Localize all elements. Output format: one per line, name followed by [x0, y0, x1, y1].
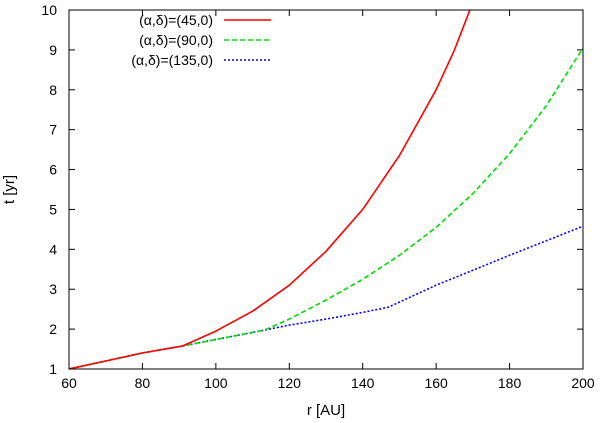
y-axis-label: t [yr] — [1, 175, 18, 204]
y-tick-label: 4 — [49, 241, 57, 257]
x-tick-label: 100 — [204, 375, 228, 391]
y-tick-label: 9 — [49, 42, 57, 58]
x-tick-label: 60 — [61, 375, 77, 391]
y-tick-label: 1 — [49, 361, 57, 377]
x-axis-label: r [AU] — [307, 402, 345, 419]
legend-label-45-0: (α,δ)=(45,0) — [139, 12, 213, 28]
series-line-1 — [69, 47, 583, 369]
series-layer — [69, 10, 583, 369]
x-tick-label: 180 — [498, 375, 522, 391]
y-tick-label: 8 — [49, 82, 57, 98]
x-tick-label: 160 — [424, 375, 448, 391]
x-tick-label: 80 — [135, 375, 151, 391]
y-tick-label: 10 — [41, 2, 57, 18]
y-tick-label: 5 — [49, 201, 57, 217]
y-tick-label: 3 — [49, 281, 57, 297]
series-line-2 — [69, 225, 583, 369]
y-tick-label: 7 — [49, 122, 57, 138]
y-tick-label: 2 — [49, 321, 57, 337]
legend-label-90-0: (α,δ)=(90,0) — [139, 32, 213, 48]
ticks-layer: 60 80 100 120 140 160 180 200 1 2 3 4 5 6 7 8 9 10 — [41, 2, 594, 391]
legend-label-135-0: (α,δ)=(135,0) — [131, 52, 213, 68]
x-tick-label: 140 — [351, 375, 375, 391]
series-line-0 — [69, 10, 471, 369]
legend: (α,δ)=(45,0) (α,δ)=(90,0) (α,δ)=(135,0) — [131, 12, 271, 68]
x-tick-label: 200 — [571, 375, 595, 391]
y-tick-label: 6 — [49, 162, 57, 178]
plot-frame — [68, 9, 584, 370]
x-tick-label: 120 — [278, 375, 302, 391]
